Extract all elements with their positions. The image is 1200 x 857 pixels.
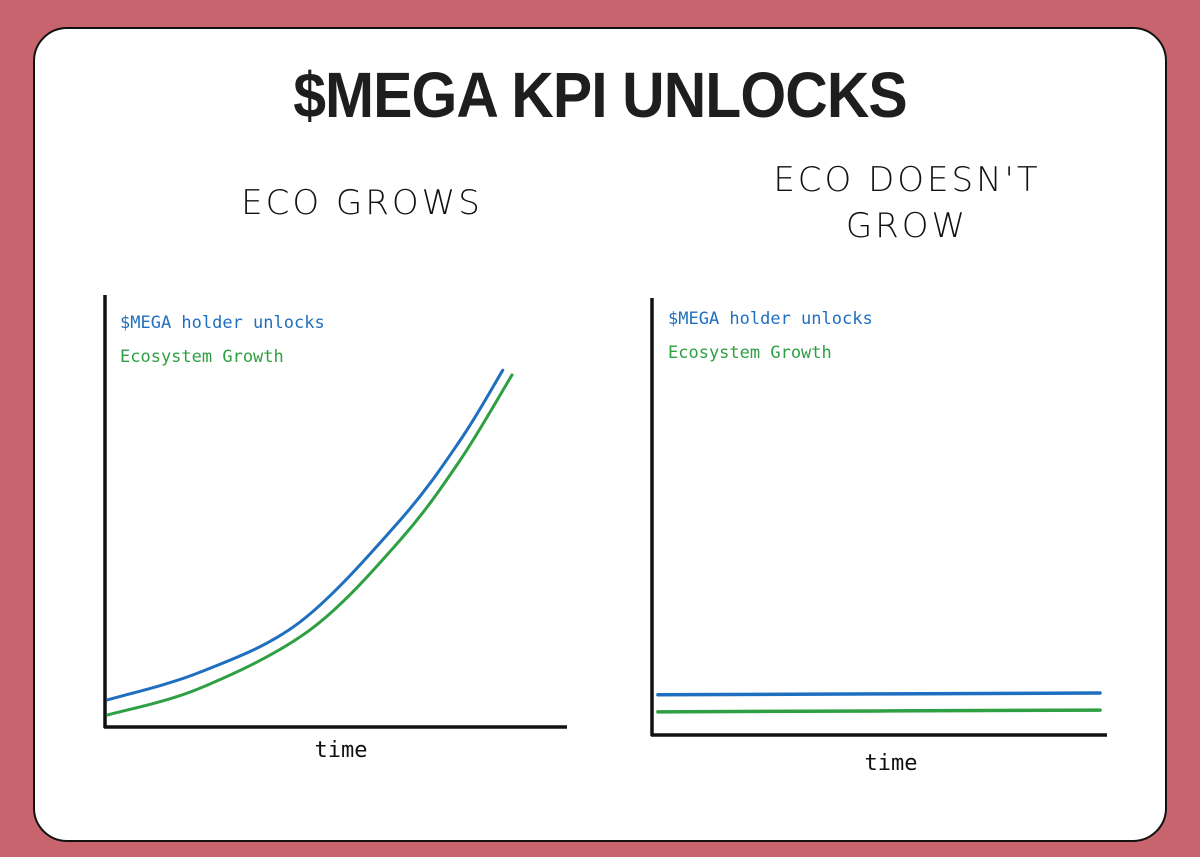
x-axis-label: time <box>315 738 368 763</box>
legend-blue: $MEGA holder unlocks <box>120 313 325 333</box>
series-line-ecosystem-growth <box>656 708 1102 714</box>
legend-green: Ecosystem Growth <box>120 347 284 367</box>
series-line-holder-unlocks <box>656 691 1102 697</box>
chart-right: $MEGA holder unlocks Ecosystem Growth ti… <box>650 298 1107 776</box>
legend-green: Ecosystem Growth <box>668 343 832 363</box>
series-line-ecosystem-growth <box>106 373 514 717</box>
chart-left: $MEGA holder unlocks Ecosystem Growth ti… <box>103 295 567 763</box>
chart-title-left: ECO GROWS <box>241 183 483 223</box>
chart-title-right: ECO DOESN'T GROW <box>707 157 1107 249</box>
legend-blue: $MEGA holder unlocks <box>668 309 873 329</box>
card <box>33 27 1167 842</box>
x-axis-label: time <box>865 751 918 776</box>
series-line-holder-unlocks <box>106 368 505 702</box>
page-title: $MEGA KPI UNLOCKS <box>293 59 907 131</box>
chart-title-right-line2: GROW <box>845 206 969 246</box>
chart-title-right-line1: ECO DOESN'T <box>773 160 1041 200</box>
